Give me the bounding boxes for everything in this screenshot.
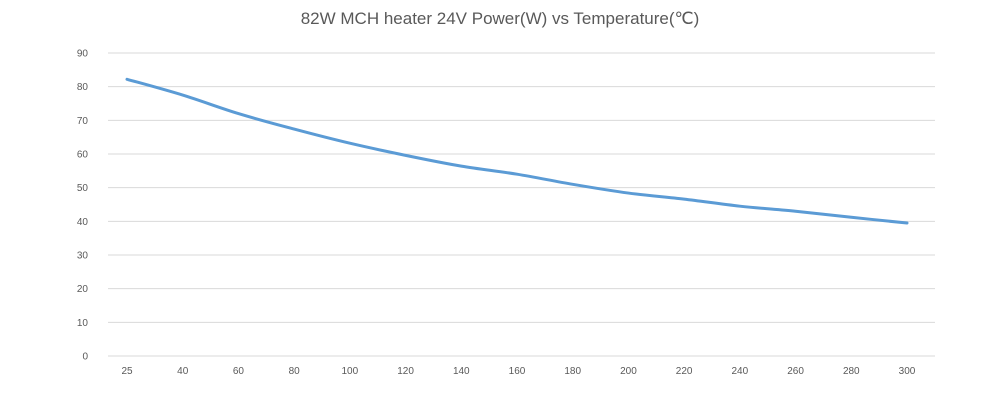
x-tick-label: 300	[899, 366, 916, 377]
x-tick-label: 120	[397, 366, 414, 377]
x-tick-label: 180	[564, 366, 581, 377]
x-tick-label: 40	[177, 366, 189, 377]
y-tick-label: 50	[77, 183, 89, 194]
x-tick-label: 25	[121, 366, 133, 377]
x-tick-label: 240	[732, 366, 749, 377]
x-tick-label: 220	[676, 366, 693, 377]
x-tick-label: 100	[342, 366, 359, 377]
x-tick-label: 160	[509, 366, 526, 377]
x-tick-label: 260	[787, 366, 804, 377]
y-tick-label: 0	[82, 352, 88, 363]
x-tick-label: 140	[453, 366, 470, 377]
y-tick-label: 90	[77, 49, 89, 60]
chart-title: 82W MCH heater 24V Power(W) vs Temperatu…	[300, 9, 700, 28]
x-tick-label: 80	[289, 366, 301, 377]
y-tick-label: 20	[77, 284, 89, 295]
x-tick-label: 60	[233, 366, 245, 377]
y-tick-label: 10	[77, 318, 89, 329]
y-tick-label: 40	[77, 217, 89, 228]
y-tick-label: 30	[77, 251, 89, 262]
y-tick-label: 60	[77, 150, 89, 161]
x-tick-label: 200	[620, 366, 637, 377]
y-tick-label: 80	[77, 82, 89, 93]
x-tick-label: 280	[843, 366, 860, 377]
series-line	[125, 77, 909, 225]
y-tick-label: 70	[77, 116, 89, 127]
